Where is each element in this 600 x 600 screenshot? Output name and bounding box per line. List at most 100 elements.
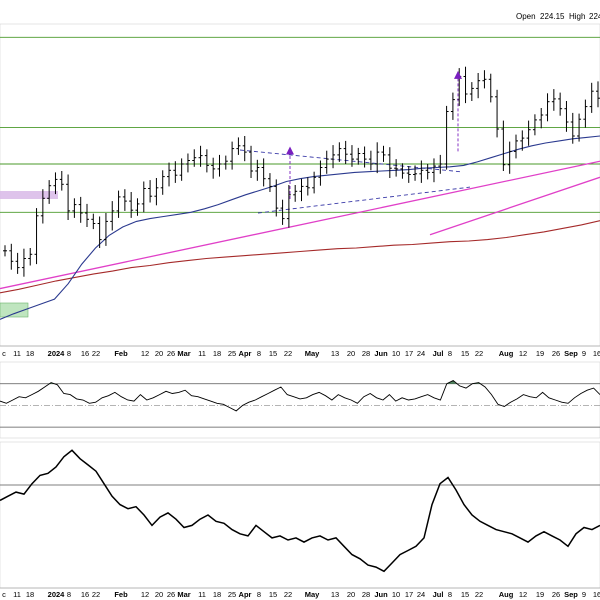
price-bar bbox=[192, 149, 197, 167]
x-tick-label: 22 bbox=[475, 590, 483, 599]
x-tick-label: 17 bbox=[405, 349, 413, 358]
price-bar bbox=[148, 180, 153, 203]
price-bar bbox=[110, 201, 115, 231]
price-panel-frame bbox=[0, 23, 600, 347]
price-bars bbox=[3, 66, 600, 277]
date-axis-top: c 11 18 2024 8 16 22 Feb 12 20 26 Mar 11 18 25 Apr 8 15 22… bbox=[0, 345, 600, 358]
price-bar bbox=[564, 101, 569, 132]
x-tick-label: Sep bbox=[564, 349, 578, 358]
price-bar bbox=[469, 82, 474, 101]
price-bar bbox=[267, 173, 272, 192]
price-bar bbox=[305, 177, 310, 196]
price-bar bbox=[425, 164, 430, 180]
x-tick-label: 19 bbox=[536, 590, 544, 599]
price-bar bbox=[431, 158, 436, 183]
x-tick-label: 18 bbox=[213, 590, 221, 599]
price-bar bbox=[318, 160, 323, 186]
price-bar bbox=[495, 89, 500, 138]
price-bar bbox=[558, 92, 563, 116]
open-label: Open bbox=[516, 12, 536, 21]
price-bar bbox=[129, 192, 134, 218]
price-bar bbox=[312, 171, 317, 194]
x-tick-label: c bbox=[2, 590, 6, 599]
x-tick-label: 15 bbox=[269, 349, 277, 358]
x-tick-label: 11 bbox=[13, 349, 21, 358]
x-tick-label: 15 bbox=[461, 590, 469, 599]
price-bar bbox=[15, 252, 20, 274]
rsi-line bbox=[0, 379, 600, 428]
price-bar bbox=[293, 185, 298, 202]
x-tick-label: 11 bbox=[198, 590, 206, 599]
triangle-lower-line bbox=[257, 186, 471, 214]
x-tick-label: Aug bbox=[499, 349, 514, 358]
x-tick-label: 15 bbox=[461, 349, 469, 358]
lower-indicator-path bbox=[0, 449, 600, 573]
x-tick-label: c bbox=[2, 349, 6, 358]
x-tick-label: 8 bbox=[448, 590, 452, 599]
x-tick-label: 12 bbox=[519, 590, 527, 599]
price-bar bbox=[78, 196, 83, 223]
x-tick-label: 24 bbox=[417, 590, 425, 599]
x-tick-label: 26 bbox=[552, 349, 560, 358]
price-bar bbox=[154, 178, 159, 206]
price-bar bbox=[173, 161, 178, 183]
lower-indicator-line bbox=[0, 449, 600, 573]
price-bar bbox=[331, 145, 336, 169]
price-bar bbox=[362, 146, 367, 168]
rsi-panel-frame bbox=[0, 361, 600, 439]
date-axis-bottom: c 11 18 2024 8 16 22 Feb 12 20 26 Mar 11 18 25 Apr 8 15 22… bbox=[0, 587, 600, 599]
price-bar bbox=[135, 198, 140, 216]
uptrend-line-steep bbox=[429, 176, 600, 236]
price-bar bbox=[223, 155, 228, 170]
x-tick-label: 24 bbox=[417, 349, 425, 358]
x-tick-label: 26 bbox=[552, 590, 560, 599]
x-tick-label: 25 bbox=[228, 349, 236, 358]
x-tick-label: 22 bbox=[92, 349, 100, 358]
x-tick-label: 16 bbox=[81, 349, 89, 358]
x-tick-label: 20 bbox=[155, 590, 163, 599]
price-bar bbox=[211, 157, 216, 179]
price-bar bbox=[589, 82, 594, 113]
x-tick-label: 13 bbox=[331, 590, 339, 599]
price-bar bbox=[476, 73, 481, 99]
price-bar bbox=[577, 113, 582, 142]
price-bar bbox=[261, 158, 266, 187]
x-tick-label: 12 bbox=[519, 349, 527, 358]
x-tick-label: Feb bbox=[114, 590, 128, 599]
price-bar bbox=[122, 189, 127, 211]
x-tick-label: Jul bbox=[433, 349, 444, 358]
price-bar bbox=[482, 70, 487, 89]
x-tick-label: 20 bbox=[155, 349, 163, 358]
price-bar bbox=[299, 178, 304, 202]
price-bar bbox=[387, 147, 392, 178]
x-tick-label: 15 bbox=[269, 590, 277, 599]
x-tick-label: 8 bbox=[257, 349, 261, 358]
price-bar bbox=[413, 165, 418, 181]
x-tick-label: 22 bbox=[92, 590, 100, 599]
x-tick-label: 2024 bbox=[48, 590, 66, 599]
x-tick-label: Mar bbox=[177, 349, 190, 358]
price-bar bbox=[47, 180, 52, 204]
x-tick-label: 11 bbox=[198, 349, 206, 358]
price-bar bbox=[375, 142, 380, 174]
price-bar bbox=[59, 171, 64, 191]
x-tick-label: 9 bbox=[582, 349, 586, 358]
x-tick-label: 9 bbox=[582, 590, 586, 599]
x-tick-label: 18 bbox=[26, 590, 34, 599]
high-label: High bbox=[569, 12, 585, 21]
price-bar bbox=[324, 150, 329, 174]
price-panel bbox=[0, 23, 600, 347]
x-tick-label: 26 bbox=[167, 349, 175, 358]
price-bar bbox=[103, 213, 108, 246]
price-bar bbox=[9, 243, 14, 270]
x-tick-label: Aug bbox=[499, 590, 514, 599]
price-bar bbox=[53, 172, 58, 195]
x-tick-label: 10 bbox=[392, 349, 400, 358]
x-tick-label: 18 bbox=[213, 349, 221, 358]
x-tick-label: Apr bbox=[239, 349, 252, 358]
price-bar bbox=[368, 150, 373, 171]
x-tick-label: 26 bbox=[167, 590, 175, 599]
price-bar bbox=[230, 141, 235, 170]
price-bar bbox=[28, 248, 33, 266]
x-tick-label: 8 bbox=[257, 590, 261, 599]
